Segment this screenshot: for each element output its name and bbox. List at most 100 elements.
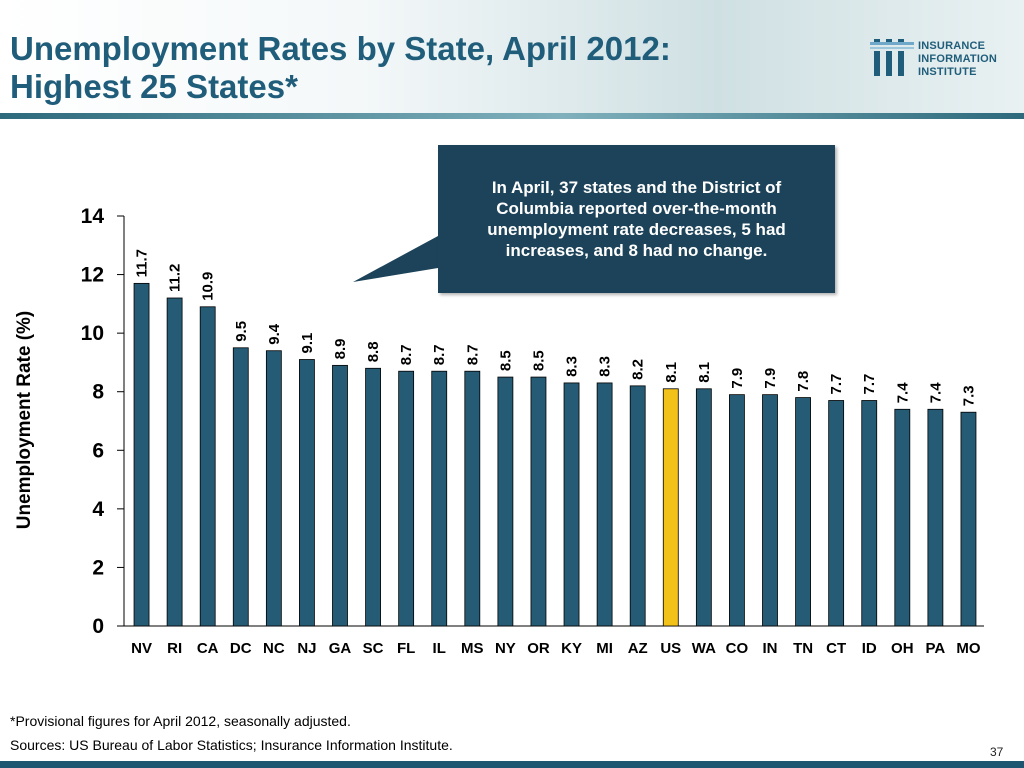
bar-ky bbox=[563, 382, 580, 627]
category-label-fl: FL bbox=[397, 640, 415, 657]
value-label-nj: 9.1 bbox=[299, 333, 316, 354]
bar-wa bbox=[695, 388, 712, 627]
logo-line-2: INFORMATION bbox=[918, 53, 997, 65]
value-label-mo: 7.3 bbox=[960, 385, 977, 406]
category-label-ny: NY bbox=[495, 640, 516, 657]
value-label-id: 7.7 bbox=[861, 374, 878, 395]
bar-oh bbox=[894, 408, 911, 627]
value-label-in: 7.9 bbox=[762, 368, 779, 389]
bar-az bbox=[629, 385, 646, 627]
bar-nj bbox=[299, 359, 315, 627]
bar-co bbox=[729, 394, 745, 627]
bar-mo bbox=[960, 411, 977, 627]
y-tick-label: 12 bbox=[81, 264, 104, 287]
value-label-tn: 7.8 bbox=[795, 371, 812, 392]
value-label-ga: 8.9 bbox=[332, 338, 349, 359]
header-band bbox=[0, 0, 1024, 118]
value-label-fl: 8.7 bbox=[398, 344, 415, 365]
category-label-ms: MS bbox=[461, 640, 484, 657]
y-axis-title: Unemployment Rate (%) bbox=[14, 311, 35, 530]
sources: Sources: US Bureau of Labor Statistics; … bbox=[10, 737, 453, 753]
y-tick-label: 8 bbox=[92, 381, 104, 404]
bars bbox=[133, 282, 977, 627]
callout-pointer bbox=[353, 236, 438, 282]
category-label-dc: DC bbox=[230, 640, 252, 657]
bar-ga bbox=[332, 364, 348, 627]
category-label-us: US bbox=[660, 640, 681, 657]
bar-tn bbox=[795, 397, 811, 627]
bar-fl bbox=[398, 370, 415, 627]
bar-sc bbox=[365, 367, 381, 627]
y-tick-label: 4 bbox=[92, 498, 104, 521]
category-label-nj: NJ bbox=[297, 640, 316, 657]
value-label-co: 7.9 bbox=[729, 368, 746, 389]
category-label-az: AZ bbox=[628, 640, 648, 657]
y-tick-label: 10 bbox=[81, 322, 104, 345]
bar-nv bbox=[133, 282, 150, 627]
value-label-nc: 9.4 bbox=[266, 323, 283, 345]
category-label-in: IN bbox=[763, 640, 778, 657]
category-label-or: OR bbox=[527, 640, 550, 657]
y-tick-label: 6 bbox=[92, 439, 104, 462]
logo-text: INSURANCE INFORMATION INSTITUTE bbox=[918, 40, 997, 79]
category-label-mo: MO bbox=[956, 640, 980, 657]
slide-title: Unemployment Rates by State, April 2012:… bbox=[10, 30, 671, 106]
slide-title-line-2: Highest 25 States* bbox=[10, 68, 298, 105]
value-label-ct: 7.7 bbox=[828, 374, 845, 395]
slide-title-line-1: Unemployment Rates by State, April 2012: bbox=[10, 30, 671, 67]
bar-or bbox=[530, 376, 547, 627]
bar-pa bbox=[927, 408, 944, 627]
value-label-pa: 7.4 bbox=[927, 382, 944, 404]
bar-in bbox=[762, 394, 778, 627]
bar-dc bbox=[232, 347, 249, 627]
category-label-oh: OH bbox=[891, 640, 914, 657]
value-label-mi: 8.3 bbox=[597, 356, 614, 377]
category-label-ri: RI bbox=[167, 640, 182, 657]
y-tick-label: 0 bbox=[92, 615, 104, 638]
iii-logo-icon bbox=[870, 39, 914, 76]
category-label-ca: CA bbox=[197, 640, 219, 657]
bar-ri bbox=[166, 297, 183, 627]
value-label-ri: 11.2 bbox=[167, 264, 184, 292]
y-tick-label: 2 bbox=[92, 556, 104, 579]
category-labels: NV RI CA DC NC NJ GA SC FL IL MS NY OR KY MI AZ US WA CO IN… bbox=[131, 640, 981, 657]
category-label-wa: WA bbox=[692, 640, 716, 657]
category-label-mi: MI bbox=[596, 640, 613, 657]
y-ticks: 0 2 4 6 8 10 12 14 bbox=[81, 205, 124, 638]
value-label-sc: 8.8 bbox=[365, 341, 382, 362]
bar-ms bbox=[464, 370, 481, 627]
callout-box: In April, 37 states and the District of … bbox=[438, 145, 835, 293]
category-label-nv: NV bbox=[131, 640, 152, 657]
value-label-nv: 11.7 bbox=[134, 249, 151, 277]
bar-us bbox=[662, 388, 679, 627]
page-number: 37 bbox=[990, 745, 1004, 759]
value-label-us: 8.1 bbox=[663, 362, 680, 383]
value-label-wa: 8.1 bbox=[696, 362, 713, 383]
category-label-tn: TN bbox=[793, 640, 813, 657]
bar-ny bbox=[497, 376, 514, 627]
bar-ca bbox=[199, 306, 216, 627]
category-label-ct: CT bbox=[826, 640, 846, 657]
bar-mi bbox=[596, 382, 613, 627]
category-label-sc: SC bbox=[363, 640, 384, 657]
category-label-ky: KY bbox=[561, 640, 582, 657]
category-label-ga: GA bbox=[329, 640, 352, 657]
value-labels: 11.7 11.2 10.9 9.5 9.4 9.1 8.9 8.8 8.7 8.7 8.7 8.5 8… bbox=[134, 249, 978, 406]
callout-text: In April, 37 states and the District of … bbox=[487, 178, 786, 260]
value-label-ky: 8.3 bbox=[564, 356, 581, 377]
logo-line-3: INSTITUTE bbox=[918, 66, 977, 78]
value-label-dc: 9.5 bbox=[233, 321, 250, 342]
value-label-ca: 10.9 bbox=[200, 272, 217, 301]
footer-bar bbox=[0, 761, 1024, 768]
category-label-il: IL bbox=[433, 640, 446, 657]
bar-id bbox=[861, 400, 878, 627]
bar-ct bbox=[828, 400, 845, 627]
value-label-il: 8.7 bbox=[431, 344, 448, 365]
value-label-ms: 8.7 bbox=[464, 344, 481, 365]
category-label-id: ID bbox=[862, 640, 877, 657]
header-rule bbox=[0, 113, 1024, 119]
value-label-or: 8.5 bbox=[530, 350, 547, 371]
y-tick-label: 14 bbox=[81, 205, 105, 228]
logo-line-1: INSURANCE bbox=[918, 40, 986, 52]
